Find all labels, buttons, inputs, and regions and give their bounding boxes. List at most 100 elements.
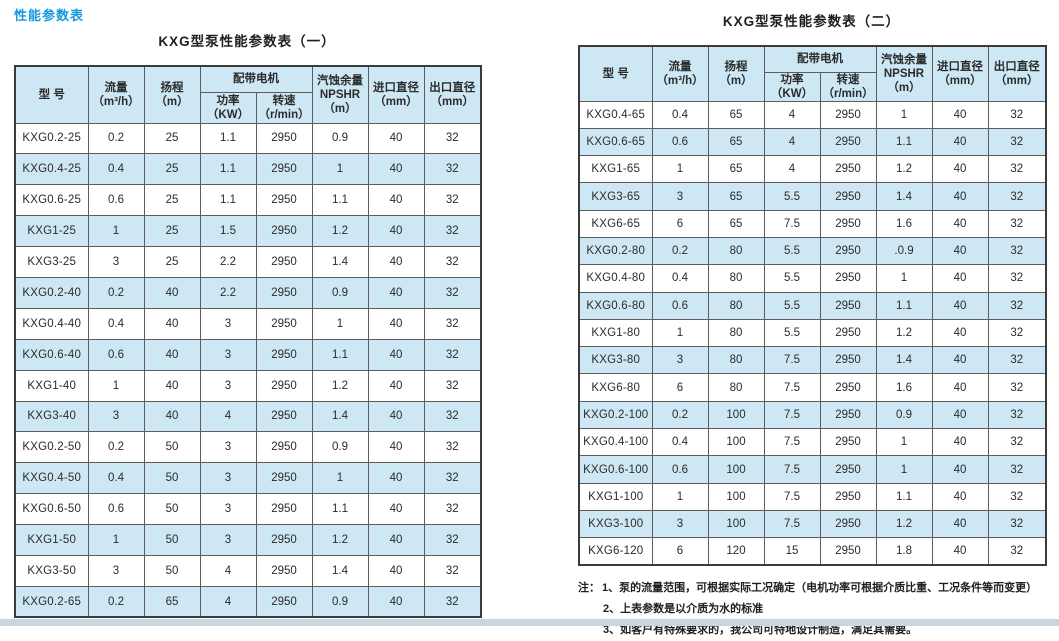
cell-head: 65 <box>707 155 765 184</box>
cell-inlet: 40 <box>367 153 425 186</box>
cell-power: 7.5 <box>763 455 821 484</box>
cell-flow: 3 <box>651 509 709 539</box>
cell-inlet: 40 <box>931 264 989 293</box>
cell-flow: 3 <box>87 400 145 433</box>
cell-npshr: 1.4 <box>875 346 933 375</box>
cell-flow: 0.4 <box>87 462 145 495</box>
cell-head: 40 <box>143 338 201 371</box>
cell-outlet: 32 <box>987 127 1047 157</box>
table-row: KXG0.2-80 0.2 80 5.5 2950 .0.9 40 32 <box>578 236 1047 266</box>
cell-speed: 2950 <box>819 428 877 457</box>
cell-head: 100 <box>707 482 765 511</box>
cell-head: 120 <box>707 537 765 566</box>
cell-outlet: 32 <box>423 307 482 340</box>
cell-outlet: 32 <box>987 373 1047 402</box>
table-row: KXG1-40 1 40 3 2950 1.2 40 32 <box>14 369 482 402</box>
cell-head: 40 <box>143 276 201 309</box>
cell-head: 40 <box>143 400 201 433</box>
cell-speed: 2950 <box>255 554 313 587</box>
cell-speed: 2950 <box>255 307 313 340</box>
cell-model: KXG0.2-40 <box>14 276 89 309</box>
cell-power: 5.5 <box>763 182 821 211</box>
cell-inlet: 40 <box>367 462 425 495</box>
cell-head: 80 <box>707 236 765 266</box>
table-row: KXG0.6-50 0.6 50 3 2950 1.1 40 32 <box>14 493 482 526</box>
cell-head: 25 <box>143 153 201 186</box>
cell-outlet: 32 <box>987 236 1047 266</box>
page-section-title: 性能参数表 <box>14 8 85 23</box>
cell-outlet: 32 <box>987 455 1047 484</box>
cell-model: KXG0.2-65 <box>14 585 89 618</box>
cell-npshr: 1.2 <box>311 369 369 402</box>
cell-outlet: 32 <box>423 215 482 248</box>
cell-head: 80 <box>707 318 765 348</box>
cell-npshr: 1.4 <box>311 554 369 587</box>
col-header-power: 功率 （KW） <box>763 71 821 102</box>
cell-outlet: 32 <box>423 400 482 433</box>
cell-inlet: 40 <box>931 537 989 566</box>
cell-model: KXG0.6-40 <box>14 338 89 371</box>
cell-inlet: 40 <box>367 215 425 248</box>
table-row: KXG0.2-50 0.2 50 3 2950 0.9 40 32 <box>14 431 482 464</box>
cell-flow: 0.2 <box>87 431 145 464</box>
cell-model: KXG0.4-25 <box>14 153 89 186</box>
cell-outlet: 32 <box>987 428 1047 457</box>
page-bottom-band <box>0 619 1059 626</box>
table-row: KXG1-100 1 100 7.5 2950 1.1 40 32 <box>578 482 1047 511</box>
cell-model: KXG3-25 <box>14 246 89 278</box>
cell-flow: 1 <box>651 482 709 511</box>
cell-npshr: 1.6 <box>875 209 933 238</box>
cell-speed: 2950 <box>255 184 313 217</box>
table-row: KXG3-50 3 50 4 2950 1.4 40 32 <box>14 554 482 587</box>
cell-power: 7.5 <box>763 373 821 402</box>
cell-power: 5.5 <box>763 264 821 293</box>
cell-flow: 0.4 <box>87 307 145 340</box>
cell-speed: 2950 <box>255 215 313 248</box>
col-header-motor: 配带电机 <box>199 65 313 93</box>
col-header-head: 扬程 （m） <box>707 45 765 102</box>
cell-inlet: 40 <box>931 346 989 375</box>
cell-head: 40 <box>143 369 201 402</box>
cell-head: 25 <box>143 215 201 248</box>
cell-npshr: 1 <box>875 428 933 457</box>
cell-inlet: 40 <box>931 509 989 539</box>
cell-outlet: 32 <box>987 264 1047 293</box>
cell-flow: 6 <box>651 537 709 566</box>
table-row: KXG6-65 6 65 7.5 2950 1.6 40 32 <box>578 209 1047 238</box>
cell-model: KXG1-65 <box>578 155 653 184</box>
table-row: KXG0.6-100 0.6 100 7.5 2950 1 40 32 <box>578 455 1047 484</box>
cell-npshr: 1 <box>311 462 369 495</box>
cell-model: KXG3-65 <box>578 182 653 211</box>
note-prefix: 注： <box>578 582 600 595</box>
cell-inlet: 40 <box>931 428 989 457</box>
table-one-section: KXG型泵性能参数表（一） 型 号 流量 （m³/h） 扬程 （m） 配带电机 汽蚀… <box>14 30 482 619</box>
col-header-motor: 配带电机 <box>763 45 877 73</box>
cell-head: 40 <box>143 307 201 340</box>
cell-outlet: 32 <box>987 209 1047 238</box>
table-row: KXG6-120 6 120 15 2950 1.8 40 32 <box>578 537 1047 566</box>
cell-power: 5.5 <box>763 291 821 320</box>
cell-inlet: 40 <box>931 182 989 211</box>
cell-speed: 2950 <box>819 509 877 539</box>
cell-flow: 0.6 <box>651 291 709 320</box>
cell-model: KXG0.6-50 <box>14 493 89 526</box>
cell-speed: 2950 <box>255 338 313 371</box>
cell-model: KXG6-65 <box>578 209 653 238</box>
cell-inlet: 40 <box>367 338 425 371</box>
cell-speed: 2950 <box>819 291 877 320</box>
col-header-model: 型 号 <box>14 65 89 124</box>
cell-model: KXG0.2-80 <box>578 236 653 266</box>
cell-npshr: 1 <box>875 455 933 484</box>
cell-npshr: 1.2 <box>875 155 933 184</box>
cell-power: 7.5 <box>763 428 821 457</box>
cell-outlet: 32 <box>987 100 1047 129</box>
cell-flow: 1 <box>87 369 145 402</box>
cell-head: 50 <box>143 462 201 495</box>
cell-outlet: 32 <box>423 276 482 309</box>
cell-power: 7.5 <box>763 346 821 375</box>
cell-inlet: 40 <box>367 554 425 587</box>
cell-power: 5.5 <box>763 318 821 348</box>
col-header-outlet: 出口直径 （mm） <box>423 65 482 124</box>
cell-model: KXG0.6-80 <box>578 291 653 320</box>
table-two-body: KXG0.4-65 0.4 65 4 2950 1 40 32 KXG0.6-6… <box>578 100 1047 566</box>
